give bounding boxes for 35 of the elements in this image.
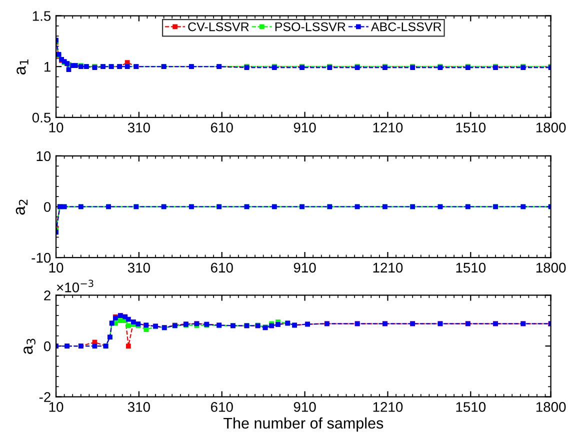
x-tick-label: 310 bbox=[128, 262, 150, 273]
x-tick-label: 1510 bbox=[456, 122, 486, 132]
y-tick-label: 0 bbox=[44, 202, 51, 212]
x-tick-label: 1210 bbox=[373, 122, 403, 132]
text: ×10$^{−3}$ bbox=[56, 280, 94, 292]
x-tick-label: 1210 bbox=[373, 262, 403, 273]
x-tick-label: 910 bbox=[294, 262, 316, 273]
y-axis-title: a$_{3}$ bbox=[24, 338, 36, 354]
y-tick-label: 10 bbox=[36, 151, 51, 162]
x-tick-label: 1210 bbox=[373, 402, 403, 412]
y-tick-label: -10 bbox=[32, 252, 51, 263]
y-axis-title: a$_{2}$ bbox=[16, 200, 28, 215]
y-tick-label: -2 bbox=[39, 392, 50, 402]
y-axis-title: a$_{1}$ bbox=[16, 59, 28, 75]
x-tick-label: 310 bbox=[128, 122, 150, 132]
x-tick-label: 1800 bbox=[536, 402, 566, 412]
x-tick-label: 310 bbox=[128, 402, 150, 412]
x-axis-title: The number of samples bbox=[224, 417, 384, 432]
x-tick-label: 610 bbox=[210, 122, 233, 132]
x-tick-label: 1510 bbox=[456, 262, 486, 273]
y-tick-label: 1.5 bbox=[32, 11, 51, 21]
x-tick-label: 1510 bbox=[456, 402, 486, 412]
y-tick-label: 0.5 bbox=[32, 112, 51, 123]
x-tick-label: 1800 bbox=[536, 122, 566, 132]
x-tick-label: 610 bbox=[210, 402, 233, 412]
x-tick-label: 910 bbox=[294, 122, 316, 132]
legend-label: ABC-LSSVR bbox=[370, 22, 442, 32]
x-tick-label: 910 bbox=[294, 402, 316, 412]
legend-label: PSO-LSSVR bbox=[275, 22, 346, 32]
y-tick-label: 2 bbox=[44, 290, 50, 300]
x-tick-label: 1800 bbox=[536, 262, 566, 273]
y-tick-label: 1 bbox=[44, 62, 50, 72]
y-tick-label: 0 bbox=[44, 341, 51, 352]
legend-label: CV-LSSVR bbox=[188, 22, 249, 32]
x-tick-label: 610 bbox=[210, 262, 233, 273]
